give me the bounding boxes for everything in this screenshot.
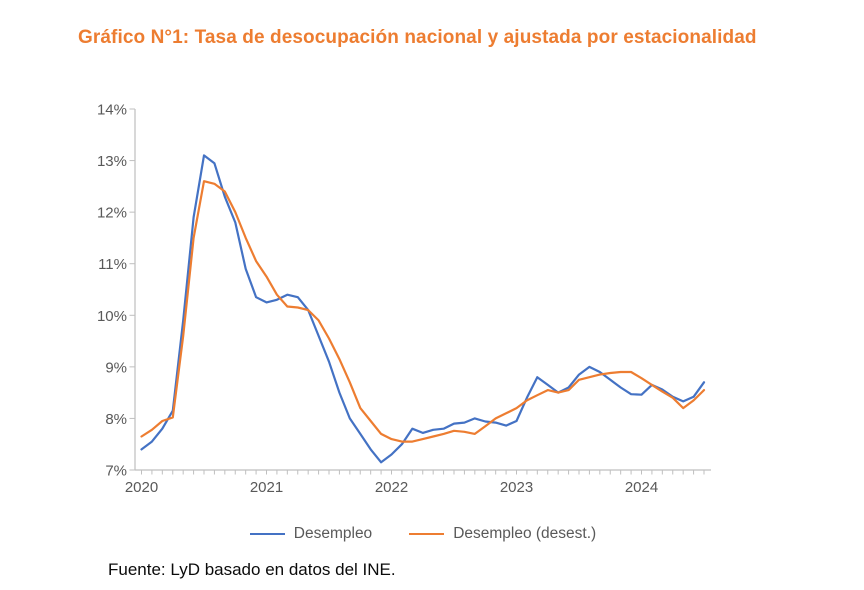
- y-axis-tick-label: 7%: [105, 463, 127, 480]
- series-line-desempleo: [140, 154, 706, 464]
- legend-item-desempleo-desest: Desempleo (desest.): [409, 525, 596, 543]
- x-axis-year-label: 2021: [250, 479, 283, 496]
- legend-label-desempleo: Desempleo: [293, 525, 373, 542]
- y-axis-tick-label: 13%: [97, 153, 127, 170]
- x-axis-year-label: 2022: [375, 479, 408, 496]
- y-axis-tick-label: 9%: [105, 359, 127, 376]
- y-axis-tick-label: 14%: [97, 102, 127, 119]
- y-axis-tick-label: 12%: [97, 205, 127, 222]
- legend-line-swatch-desempleo-desest: [409, 533, 445, 535]
- series-line-desempleo-desest: [140, 180, 706, 443]
- legend-label-desempleo-desest: Desempleo (desest.): [453, 525, 597, 542]
- x-axis-year-label: 2023: [500, 479, 533, 496]
- y-axis-tick-label: 10%: [97, 308, 127, 325]
- y-axis-tick-label: 8%: [105, 411, 127, 428]
- x-axis-year-label: 2024: [625, 479, 658, 496]
- x-axis-year-label: 2020: [125, 479, 158, 496]
- legend-line-swatch-desempleo: [249, 533, 285, 535]
- chart-legend: Desempleo Desempleo (desest.): [135, 522, 711, 546]
- y-axis-tick-label: 11%: [98, 256, 127, 273]
- chart-title: Gráfico N°1: Tasa de desocupación nacion…: [78, 27, 757, 48]
- source-note: Fuente: LyD basado en datos del INE.: [108, 560, 396, 579]
- legend-item-desempleo: Desempleo: [249, 525, 373, 543]
